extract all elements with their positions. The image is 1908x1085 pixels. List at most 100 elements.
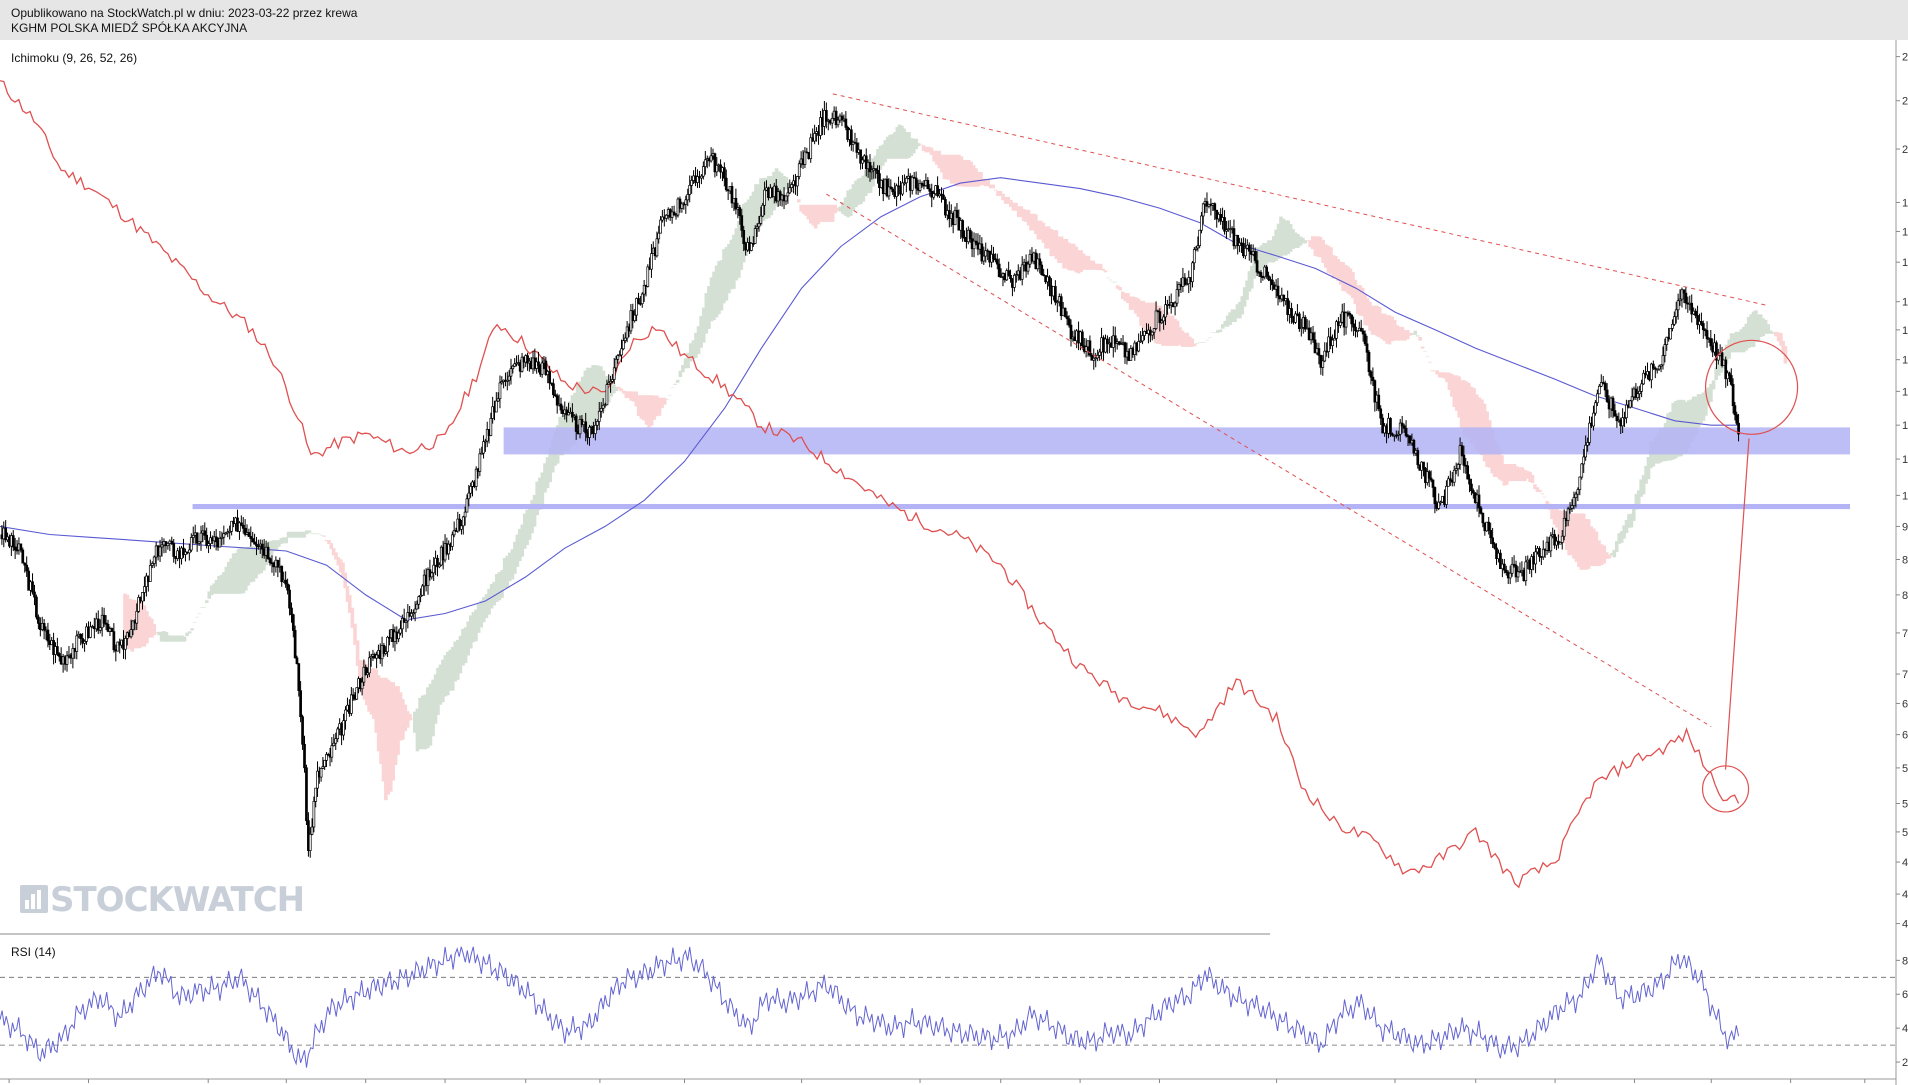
kumo-segment	[381, 677, 386, 782]
candle-body	[567, 412, 570, 416]
candle	[887, 178, 891, 200]
kumo-segment	[1639, 479, 1643, 497]
kumo-segment	[921, 145, 926, 151]
candle-body	[1487, 521, 1491, 531]
kumo-segment	[415, 708, 420, 752]
kumo-segment	[398, 692, 403, 741]
kumo-segment	[1581, 513, 1586, 570]
kumo-segment	[1175, 320, 1180, 346]
candle	[450, 531, 454, 551]
candle-body	[1621, 417, 1624, 427]
candle	[1339, 313, 1342, 329]
candle-body	[505, 379, 509, 382]
kumo-segment	[1310, 236, 1315, 250]
candle-body	[1088, 340, 1092, 356]
kumo-segment	[364, 664, 369, 706]
candle	[369, 653, 373, 667]
candle-body	[268, 558, 272, 564]
candle	[1158, 308, 1162, 332]
candle	[753, 225, 757, 244]
kumo-segment	[369, 668, 374, 715]
candle	[612, 357, 616, 385]
candle-body	[1303, 317, 1307, 330]
candle-body	[1065, 316, 1069, 320]
kumo-segment	[1533, 484, 1537, 490]
candle	[734, 188, 738, 215]
kumo-segment	[455, 639, 460, 680]
highlight-circle-price	[1704, 339, 1799, 435]
kumo-segment	[629, 391, 634, 401]
kumo-segment	[688, 343, 693, 362]
kumo-segment	[1057, 236, 1061, 263]
kumo-segment	[873, 155, 878, 179]
candle	[1402, 423, 1406, 433]
kumo-segment	[811, 204, 816, 226]
kumo-segment	[759, 178, 763, 227]
candle	[303, 735, 306, 773]
kumo-segment	[299, 531, 304, 538]
candle-body	[650, 253, 653, 270]
candle-body	[316, 770, 319, 789]
candle	[601, 398, 605, 414]
candle-body	[1117, 341, 1121, 345]
candle-body	[369, 656, 373, 659]
kumo-segment	[1754, 310, 1758, 343]
candle-body	[1123, 342, 1127, 358]
candle-body	[228, 530, 232, 533]
candle-body	[1223, 217, 1226, 232]
kumo-segment	[593, 365, 598, 421]
candle-body	[999, 276, 1003, 279]
candle	[1586, 437, 1589, 452]
kumo-segment	[441, 659, 445, 703]
candle-body	[1541, 548, 1545, 558]
candle	[1352, 316, 1355, 336]
kumo-segment	[851, 184, 856, 211]
kumo-segment	[550, 438, 555, 473]
candle	[150, 561, 154, 569]
kumo-segment	[626, 391, 631, 399]
candle	[312, 796, 316, 833]
kumo-segment	[1031, 213, 1036, 231]
candle-body	[1578, 476, 1582, 490]
candle-body	[143, 586, 146, 593]
candle	[1408, 435, 1412, 446]
candle-body	[1437, 501, 1441, 509]
candle	[642, 279, 646, 302]
kumo-segment	[904, 131, 909, 159]
candle	[148, 559, 152, 582]
kumo-segment	[1271, 236, 1276, 263]
kumo-segment	[448, 649, 453, 691]
candle-body	[932, 193, 936, 198]
candle-body	[618, 354, 622, 357]
kumo-segment	[1377, 307, 1382, 338]
candle	[382, 642, 386, 657]
candle	[11, 530, 15, 552]
candle-body	[355, 687, 359, 700]
candle	[595, 419, 599, 431]
candle-body	[1672, 316, 1676, 325]
kumo-segment	[1442, 372, 1447, 379]
kumo-segment	[125, 594, 130, 650]
kumo-segment	[513, 541, 517, 574]
ma-series-line	[0, 177, 1739, 621]
kumo-segment	[446, 651, 450, 696]
candle-body	[135, 611, 139, 624]
candle	[1404, 420, 1408, 438]
price-axis-label: 52,00	[1902, 827, 1908, 839]
candle	[249, 526, 253, 547]
candle-body	[375, 654, 378, 659]
candle-body	[1456, 464, 1460, 469]
candle-body	[1350, 314, 1354, 325]
candle-body	[1665, 336, 1669, 346]
kumo-segment	[510, 549, 515, 580]
kumo-segment	[969, 161, 973, 187]
kumo-segment	[530, 500, 534, 534]
candle-body	[102, 614, 106, 624]
candle-body	[786, 192, 790, 197]
candle-body	[750, 243, 753, 251]
kumo-segment	[739, 213, 744, 270]
kumo-segment	[734, 228, 739, 281]
candle	[961, 219, 964, 242]
kumo-segment	[756, 184, 761, 231]
candle	[1175, 281, 1179, 307]
